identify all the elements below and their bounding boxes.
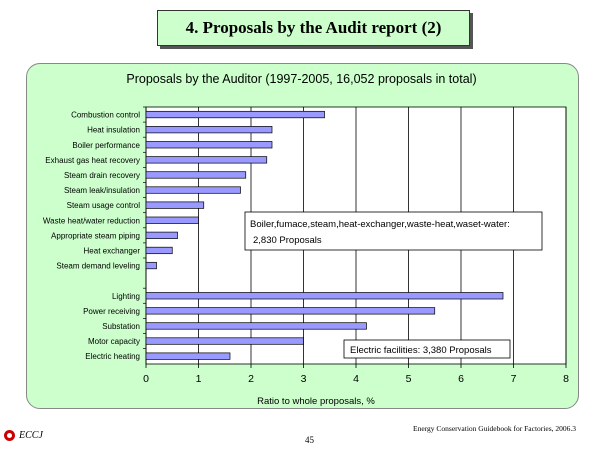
page-number: 45 <box>305 435 314 445</box>
source-note: Energy Conservation Guidebook for Factor… <box>413 424 576 433</box>
annotation-box-electric <box>343 339 511 359</box>
bar-1-1 <box>145 307 436 315</box>
tick-label-x-7: 7 <box>511 373 517 385</box>
annotation-box-boiler <box>244 211 543 251</box>
tick-label-x-1: 1 <box>196 373 202 385</box>
x-axis-label: Ratio to whole proposals, % <box>257 396 375 407</box>
bar-1-0 <box>145 292 504 300</box>
bar-1-2 <box>145 322 367 330</box>
bar-0-4 <box>145 171 247 179</box>
chart-title: Proposals by the Auditor (1997-2005, 16,… <box>126 72 477 86</box>
bar-0-0 <box>145 110 325 119</box>
category-label-1-2: Substation <box>102 322 140 331</box>
eccj-logo-text: ECCJ <box>19 430 43 441</box>
category-label-0-2: Boiler performance <box>72 141 140 150</box>
annotation-boiler-line2: 2,830 Proposals <box>253 235 322 246</box>
bar-0-5 <box>145 186 241 194</box>
bar-0-9 <box>145 246 173 255</box>
bar-1-3 <box>145 337 304 345</box>
category-label-0-4: Steam drain recovery <box>64 171 140 180</box>
eccj-logo: ECCJ <box>4 430 43 441</box>
bar-0-6 <box>145 201 205 209</box>
tick-label-x-6: 6 <box>458 373 464 385</box>
slide-title: 4. Proposals by the Audit report (2) <box>157 10 470 46</box>
tick-label-x-8: 8 <box>563 373 569 385</box>
category-label-0-1: Heat insulation <box>87 126 140 135</box>
bar-1-4 <box>145 352 231 360</box>
bar-0-2 <box>145 141 273 149</box>
bar-0-7 <box>145 216 199 224</box>
category-label-0-0: Combustion control <box>71 111 140 120</box>
category-label-0-9: Heat exchanger <box>84 246 141 255</box>
annotation-electric: Electric facilities: 3,380 Proposals <box>350 345 492 356</box>
annotation-boiler-line1: Boiler,fumace,steam,heat-exchanger,waste… <box>250 219 510 230</box>
bar-0-10 <box>145 261 157 270</box>
tick-label-x-3: 3 <box>301 373 307 385</box>
category-label-1-3: Motor capacity <box>88 337 140 346</box>
category-label-0-6: Steam usage control <box>67 201 141 210</box>
category-label-1-4: Electric heating <box>85 352 140 361</box>
tick-label-x-5: 5 <box>406 373 412 385</box>
category-label-0-3: Exhaust gas heat recovery <box>45 156 140 165</box>
category-label-0-7: Waste heat/water reduction <box>43 216 140 225</box>
tick-label-x-4: 4 <box>353 373 359 385</box>
bar-0-1 <box>145 126 273 134</box>
tick-label-x-2: 2 <box>248 373 254 385</box>
category-label-0-5: Steam leak/insulation <box>64 186 140 195</box>
category-label-1-1: Power receiving <box>83 307 140 316</box>
bar-0-8 <box>145 231 178 239</box>
tick-label-x-0: 0 <box>143 373 149 385</box>
eccj-logo-icon <box>4 430 15 441</box>
category-label-0-10: Steam demand leveling <box>56 262 140 271</box>
category-label-0-8: Appropriate steam piping <box>51 231 140 240</box>
bar-0-3 <box>145 156 268 164</box>
category-label-1-0: Lighting <box>112 292 140 301</box>
